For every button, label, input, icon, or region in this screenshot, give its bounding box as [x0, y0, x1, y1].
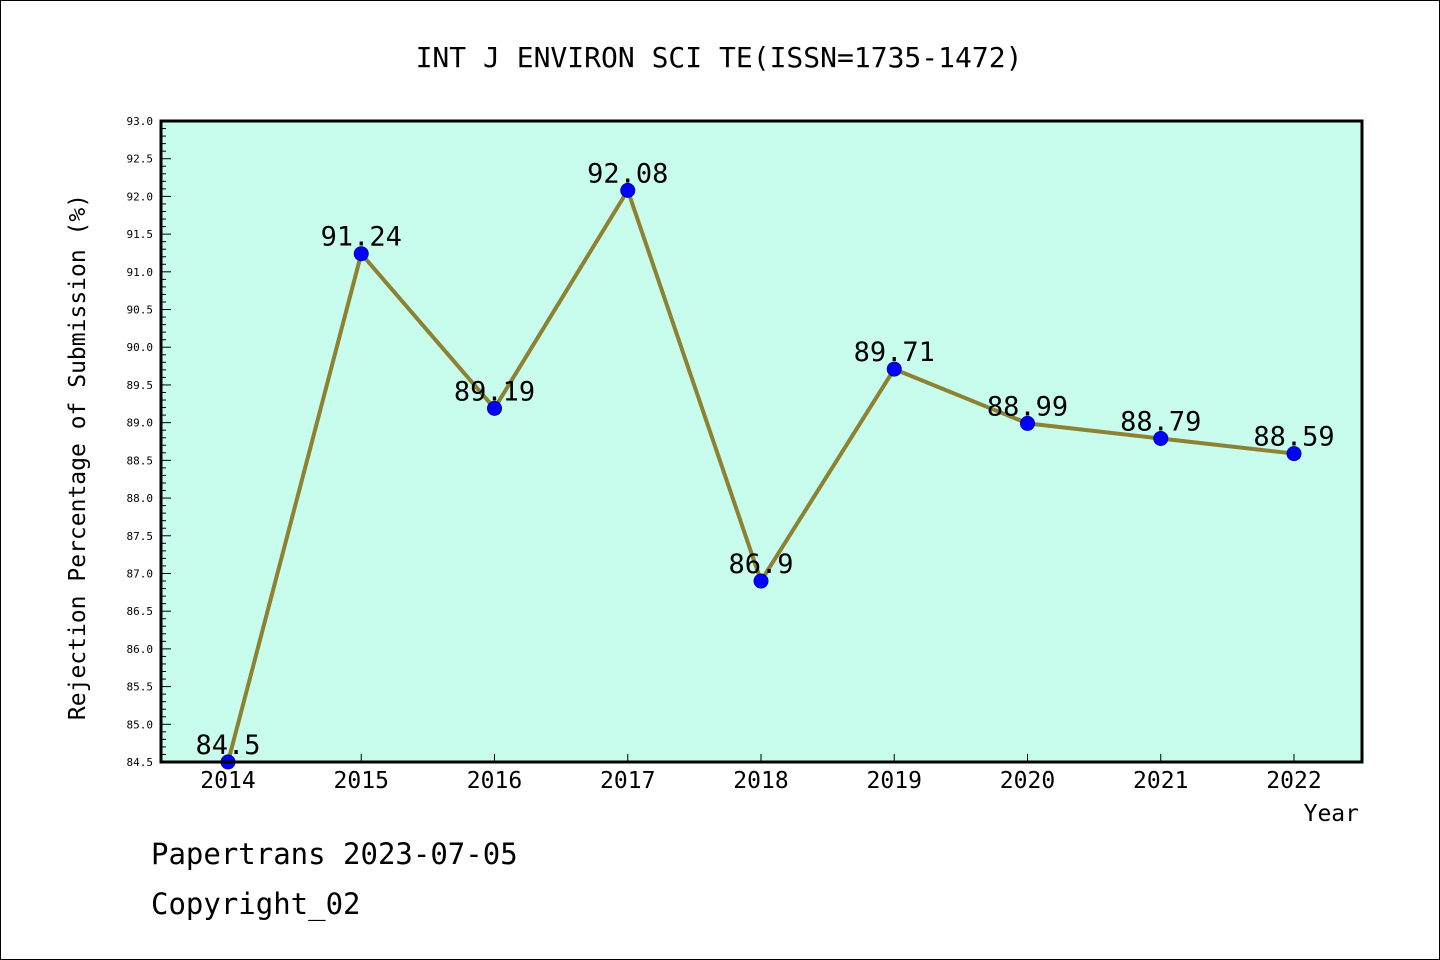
y-tick-label: 90.5: [127, 304, 154, 317]
data-label: 84.5: [195, 730, 260, 761]
x-tick-label: 2020: [1000, 768, 1055, 794]
y-tick-label: 91.0: [127, 266, 154, 279]
x-tick-label: 2015: [334, 768, 389, 794]
data-label: 88.79: [1120, 406, 1201, 437]
x-tick-label: 2016: [467, 768, 522, 794]
y-tick-label: 90.0: [127, 341, 154, 354]
y-tick-label: 89.0: [127, 417, 154, 430]
y-tick-label: 85.0: [127, 718, 154, 731]
data-point: [487, 400, 502, 416]
data-point: [620, 182, 636, 198]
y-tick-label: 93.0: [127, 115, 154, 128]
data-point: [1020, 415, 1035, 431]
y-tick-label: 92.5: [127, 153, 154, 166]
x-tick-label: 2018: [733, 768, 788, 794]
y-tick-label: 87.5: [127, 530, 154, 543]
data-point: [1153, 430, 1169, 446]
y-tick-label: 86.0: [127, 643, 154, 656]
y-tick-label: 88.5: [127, 454, 154, 467]
y-axis-label: Rejection Percentage of Submission (%): [65, 194, 91, 720]
x-tick-label: 2021: [1133, 768, 1188, 794]
y-tick-label: 85.5: [127, 681, 154, 694]
footer-copyright-label: Copyright_02: [151, 887, 361, 921]
y-tick-label: 92.0: [127, 190, 154, 203]
x-tick-label: 2022: [1266, 768, 1321, 794]
x-tick-label: 2017: [600, 768, 655, 794]
data-label: 92.08: [587, 158, 668, 189]
data-label: 89.19: [454, 376, 535, 407]
x-axis-label: Year: [1304, 801, 1359, 827]
chart-title: INT J ENVIRON SCI TE(ISSN=1735-1472): [416, 41, 1023, 74]
data-point: [1286, 446, 1302, 462]
data-label: 89.71: [854, 337, 935, 368]
y-tick-label: 86.5: [127, 605, 154, 618]
data-label: 86.9: [728, 549, 793, 580]
data-label: 88.59: [1253, 422, 1334, 453]
x-tick-label: 2019: [867, 768, 922, 794]
y-tick-label: 87.0: [127, 567, 154, 580]
data-label: 91.24: [321, 222, 402, 253]
x-tick-label: 2014: [200, 768, 255, 794]
data-label: 88.99: [987, 391, 1068, 422]
plot-border: [159, 119, 1364, 764]
data-point: [753, 573, 769, 589]
y-tick-label: 91.5: [127, 228, 154, 241]
data-point: [353, 246, 369, 262]
y-tick-label: 89.5: [127, 379, 154, 392]
y-tick-label: 84.5: [127, 756, 154, 769]
data-point: [886, 361, 902, 377]
footer-date-label: Papertrans 2023-07-05: [151, 837, 518, 871]
y-tick-label: 88.0: [127, 492, 154, 505]
